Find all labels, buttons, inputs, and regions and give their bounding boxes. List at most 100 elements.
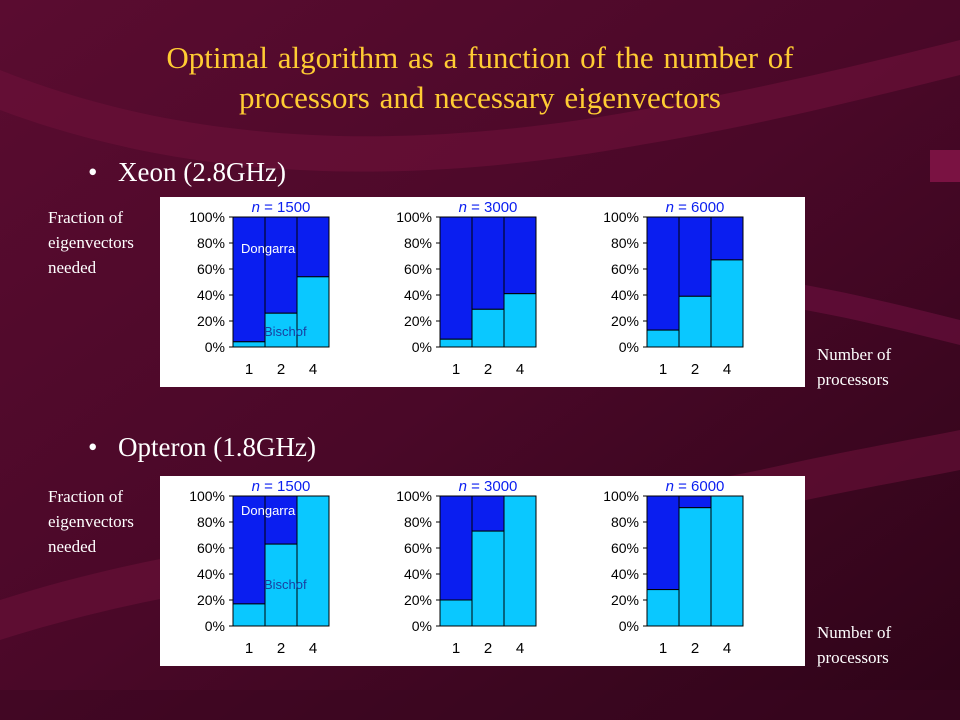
y-tick-label: 40% <box>611 287 639 303</box>
bar-bischof <box>232 341 266 348</box>
bullet-xeon-label: Xeon (2.8GHz) <box>118 157 286 187</box>
n-title-symbol: n <box>666 478 674 495</box>
bar-dongarra <box>471 495 505 532</box>
y-axis-label-opteron: Fraction of eigenvectors needed <box>48 484 134 559</box>
y-tick-label: 0% <box>205 618 225 634</box>
x-tick-label: 4 <box>723 361 731 378</box>
n-title-symbol: n <box>252 478 260 495</box>
n-title-symbol: n <box>252 199 260 216</box>
bar-bischof <box>439 338 473 348</box>
decorative-bar <box>930 150 960 182</box>
ribbon-shape <box>0 40 960 172</box>
y-tick-label: 0% <box>412 618 432 634</box>
y-tick-label: 80% <box>611 514 639 530</box>
bar-dongarra <box>264 216 298 314</box>
bar-dongarra <box>439 216 473 340</box>
bar-dongarra <box>646 495 680 591</box>
bar-bischof <box>678 295 712 348</box>
y-tick-label: 80% <box>404 514 432 530</box>
chart-xeon-n3000: n = 3000 0% 20% 40% 60% 80% 100% 1 2 4 <box>396 199 537 378</box>
chart-opteron-n3000: n = 3000 0% 20% 40% 60% 80% 100% 1 2 4 <box>396 478 537 657</box>
y-label-line: needed <box>48 258 97 277</box>
bar-bischof <box>471 530 505 627</box>
y-tick-label: 80% <box>611 235 639 251</box>
y-tick-label: 80% <box>404 235 432 251</box>
y-tick-label: 100% <box>396 209 432 225</box>
x-tick-label: 1 <box>452 361 460 378</box>
bar-dongarra <box>646 216 680 331</box>
n-title: n = 1500 <box>252 478 311 495</box>
bar-bischof <box>471 308 505 348</box>
chart-opteron-n6000: n = 6000 0% 20% 40% 60% 80% 100% 1 2 4 <box>603 478 744 657</box>
bar-dongarra <box>232 216 266 343</box>
bar-bischof <box>678 507 712 627</box>
y-tick-label: 0% <box>205 339 225 355</box>
x-tick-label: 4 <box>723 640 731 657</box>
bar-bischof <box>710 495 744 627</box>
y-label-line: Fraction of <box>48 487 124 506</box>
x-tick-label: 2 <box>691 361 699 378</box>
n-title: n = 3000 <box>459 199 518 216</box>
y-tick-label: 60% <box>404 261 432 277</box>
y-tick-label: 20% <box>404 592 432 608</box>
bar-bischof <box>646 589 680 627</box>
decorative-bar <box>0 690 960 720</box>
y-tick-label: 60% <box>611 261 639 277</box>
y-tick-label: 100% <box>603 209 639 225</box>
n-title-value: = 6000 <box>674 478 724 495</box>
n-title-value: = 1500 <box>260 199 310 216</box>
y-tick-label: 40% <box>197 566 225 582</box>
y-tick-label: 60% <box>611 540 639 556</box>
bar-dongarra <box>678 216 712 297</box>
bullet-xeon: • Xeon (2.8GHz) <box>88 157 286 187</box>
n-title-value: = 3000 <box>467 199 517 216</box>
n-title-value: = 6000 <box>674 199 724 216</box>
bischof-label: Bischof <box>264 324 307 339</box>
y-tick-label: 40% <box>404 287 432 303</box>
x-label-line: processors <box>817 648 889 667</box>
x-tick-label: 1 <box>245 361 253 378</box>
x-tick-label: 2 <box>484 361 492 378</box>
y-label-line: needed <box>48 537 97 556</box>
title-line-1: Optimal algorithm as a function of the n… <box>166 40 794 75</box>
bullet-opteron: • Opteron (1.8GHz) <box>88 432 316 462</box>
x-tick-label: 4 <box>309 640 317 657</box>
y-tick-label: 60% <box>404 540 432 556</box>
y-tick-label: 20% <box>197 592 225 608</box>
bar-bischof <box>503 495 537 627</box>
x-tick-label: 4 <box>309 361 317 378</box>
chart-xeon-n1500: n = 1500 0% 20% 40% 60% 80% 100% 1 2 4 Dongarra Bis… <box>189 199 330 378</box>
y-tick-label: 40% <box>404 566 432 582</box>
y-tick-label: 0% <box>619 339 639 355</box>
n-title: n = 1500 <box>252 199 311 216</box>
y-tick-label: 100% <box>189 209 225 225</box>
n-title-symbol: n <box>459 199 467 216</box>
x-tick-label: 2 <box>484 640 492 657</box>
y-label-line: eigenvectors <box>48 512 134 531</box>
y-tick-label: 0% <box>619 618 639 634</box>
x-label-line: processors <box>817 370 889 389</box>
bar-bischof <box>710 259 744 348</box>
x-label-line: Number of <box>817 345 892 364</box>
bar-bischof <box>296 276 330 348</box>
y-label-line: Fraction of <box>48 208 124 227</box>
bullet-dot: • <box>88 432 98 462</box>
n-title: n = 6000 <box>666 199 725 216</box>
x-tick-label: 2 <box>691 640 699 657</box>
y-axis-label-xeon: Fraction of eigenvectors needed <box>48 205 134 280</box>
y-tick-label: 20% <box>611 592 639 608</box>
bar-dongarra <box>503 216 537 295</box>
x-tick-label: 1 <box>659 361 667 378</box>
n-title-symbol: n <box>666 199 674 216</box>
n-title-value: = 1500 <box>260 478 310 495</box>
y-tick-label: 100% <box>189 488 225 504</box>
chart-opteron-n1500: n = 1500 0% 20% 40% 60% 80% 100% 1 2 4 Dongarra Bis… <box>189 478 330 657</box>
dongarra-label: Dongarra <box>241 241 296 256</box>
bar-dongarra <box>296 216 330 278</box>
x-label-line: Number of <box>817 623 892 642</box>
x-tick-label: 2 <box>277 361 285 378</box>
bar-bischof <box>503 293 537 348</box>
title-line-2: processors and necessary eigenvectors <box>238 80 721 115</box>
x-tick-label: 1 <box>245 640 253 657</box>
x-tick-label: 1 <box>659 640 667 657</box>
